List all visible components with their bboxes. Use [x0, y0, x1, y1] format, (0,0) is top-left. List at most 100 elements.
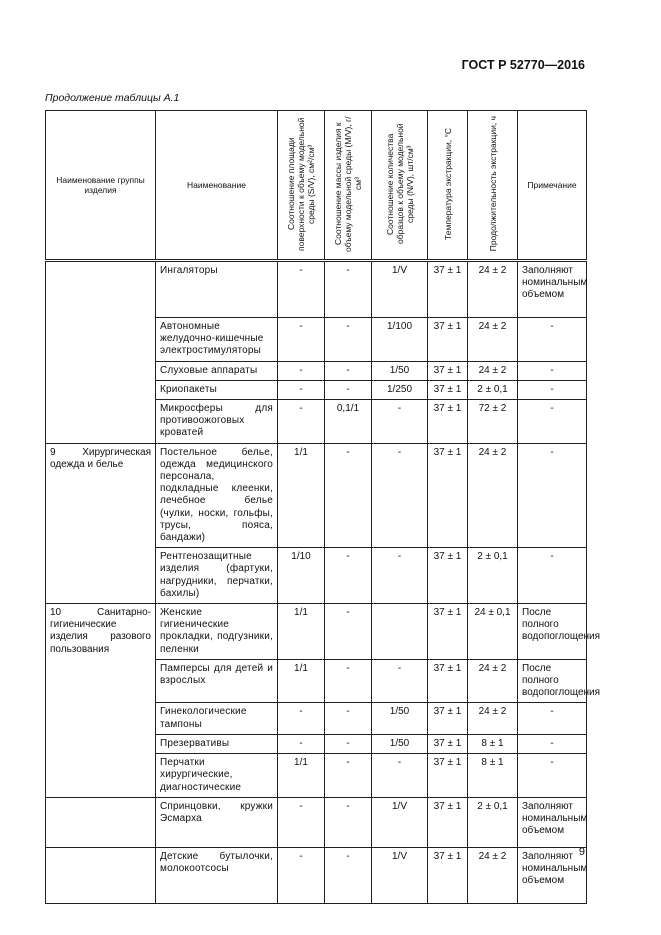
group-cell [45, 846, 156, 904]
temperature-cell: 37 ± 1 [427, 379, 468, 401]
nv-cell: 1/50 [371, 360, 428, 381]
sv-cell: 1/1 [277, 658, 325, 704]
table-caption: Продолжение таблицы А.1 [45, 92, 180, 104]
nv-cell: - [371, 753, 428, 798]
table-row: Рентгенозащитные изделия (фартуки, нагру… [46, 547, 587, 605]
temperature-cell: 37 ± 1 [427, 547, 468, 605]
table-row: Гинекологические тампоны - -1/50 37 ± 1 24 ±… [46, 702, 587, 735]
name-cell: Перчатки хирургические, диагностические [155, 753, 278, 798]
sv-cell: 1/1 [277, 753, 325, 798]
temperature-cell: 37 ± 1 [427, 658, 468, 704]
nv-cell: 1/V [371, 846, 428, 904]
mv-cell: - [324, 796, 372, 848]
mv-cell: - [324, 753, 372, 798]
sv-cell: 1/10 [277, 547, 325, 605]
nv-cell [371, 603, 428, 660]
group-cell: 10 Санитарно-гигиенические изделия разов… [45, 603, 156, 798]
duration-cell: 8 ± 1 [467, 753, 518, 798]
note-cell: - [517, 733, 587, 755]
sv-cell: - [277, 846, 325, 904]
temperature-cell: 37 ± 1 [427, 702, 468, 735]
temperature-cell: 37 ± 1 [427, 603, 468, 660]
name-cell: Гинекологические тампоны [155, 702, 278, 735]
mv-cell: - [324, 658, 372, 704]
table-row: 10 Санитарно-гигиенические изделия разов… [45, 603, 600, 798]
table-row: Детские бутылочки, молокоотсосы - -1/V 37 ±… [45, 846, 587, 904]
name-cell: Детские бутылочки, молокоотсосы [155, 846, 278, 904]
sv-cell: - [277, 733, 325, 755]
nv-cell: 1/50 [371, 733, 428, 755]
note-cell: - [517, 360, 587, 381]
name-cell: Микросферы для противоожоговых кроватей [155, 399, 278, 444]
group-cell [45, 260, 156, 444]
group-cell [45, 796, 156, 848]
table-row: 9 Хирургическая одежда и белье Постельное… [45, 442, 587, 605]
mv-cell: - [324, 846, 372, 904]
col-header-temperature: Температура экстракции, °С [442, 128, 453, 240]
nv-cell: - [371, 442, 428, 549]
name-cell: Презервативы [155, 733, 278, 755]
name-cell: Памперсы для детей и взрослых [155, 658, 278, 704]
duration-cell: 24 ± 2 [467, 658, 518, 704]
temperature-cell: 37 ± 1 [427, 399, 468, 444]
note-cell: - [517, 317, 587, 362]
mv-cell: - [324, 317, 372, 362]
duration-cell: 24 ± 2 [467, 442, 518, 549]
note-cell: После полного водопоглощения [517, 658, 600, 704]
nv-cell: - [371, 399, 428, 444]
temperature-cell: 37 ± 1 [427, 796, 468, 848]
nv-cell: - [371, 658, 428, 704]
mv-cell: - [324, 379, 372, 401]
sv-cell: - [277, 317, 325, 362]
col-header-name: Наименование [155, 110, 278, 262]
table-row: Микросферы для противоожоговых кроватей -… [46, 399, 587, 444]
col-header-mv: Соотношение массы изделия к объему модел… [333, 116, 363, 252]
temperature-cell: 37 ± 1 [427, 733, 468, 755]
col-header-duration: Продолжительность экстракции, ч [487, 116, 498, 252]
duration-cell: 24 ± 2 [467, 260, 518, 318]
name-cell: Слуховые аппараты [155, 360, 278, 381]
nv-cell: 1/50 [371, 702, 428, 735]
nv-cell: - [371, 547, 428, 605]
mv-cell: - [324, 603, 372, 660]
nv-cell: 1/V [371, 796, 428, 848]
sv-cell: - [277, 260, 325, 318]
col-header-group: Наименование группы изделия [45, 110, 156, 262]
nv-cell: 1/V [371, 260, 428, 318]
temperature-cell: 37 ± 1 [427, 317, 468, 362]
temperature-cell: 37 ± 1 [427, 442, 468, 549]
duration-cell: 24 ± 2 [467, 317, 518, 362]
name-cell: Женские гигиенические прокладки, подгузн… [155, 603, 278, 660]
mv-cell: - [324, 260, 372, 318]
table-header-row: Наименование группы изделия Наименование… [45, 110, 587, 262]
duration-cell: 24 ± 2 [467, 702, 518, 735]
name-cell: Автономные желудочно-кишечные электрости… [155, 317, 278, 362]
note-cell: - [517, 399, 587, 444]
nv-cell: 1/100 [371, 317, 428, 362]
sv-cell: - [277, 360, 325, 381]
duration-cell: 72 ± 2 [467, 399, 518, 444]
name-cell: Рентгенозащитные изделия (фартуки, нагру… [155, 547, 278, 605]
sv-cell: - [277, 702, 325, 735]
name-cell: Ингаляторы [155, 260, 278, 318]
note-cell: - [517, 442, 587, 549]
table-row: Ингаляторы - -1/V 37 ± 1 24 ± 2 Заполняют ном… [45, 260, 587, 444]
mv-cell: - [324, 733, 372, 755]
note-cell: Заполняют номинальным объемом [517, 796, 587, 848]
col-header-note: Примечание [517, 110, 587, 262]
duration-cell: 2 ± 0,1 [467, 379, 518, 401]
table-row: Автономные желудочно-кишечные электрости… [46, 317, 587, 362]
temperature-cell: 37 ± 1 [427, 260, 468, 318]
name-cell: Криопакеты [155, 379, 278, 401]
note-cell: После полного водопоглощения [517, 603, 600, 660]
group-cell: 9 Хирургическая одежда и белье [45, 442, 156, 605]
table-row: Слуховые аппараты - -1/50 37 ± 1 24 ± 2- [46, 360, 587, 381]
note-cell: - [517, 702, 587, 735]
sv-cell: 1/1 [277, 442, 325, 549]
name-cell: Спринцовки, кружки Эсмарха [155, 796, 278, 848]
extraction-table: Наименование группы изделия Наименование… [45, 110, 600, 904]
page-number: 9 [578, 846, 585, 858]
